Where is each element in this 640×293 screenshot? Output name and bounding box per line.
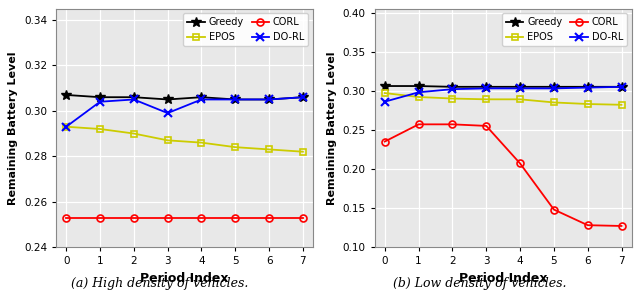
DO-RL xyxy=(265,98,273,101)
EPOS xyxy=(96,127,104,131)
EPOS xyxy=(265,148,273,151)
EPOS xyxy=(449,97,456,100)
Greedy xyxy=(299,96,307,99)
Y-axis label: Remaining Battery Level: Remaining Battery Level xyxy=(327,51,337,205)
CORL xyxy=(516,162,524,165)
Greedy xyxy=(618,85,625,88)
DO-RL xyxy=(62,125,70,129)
DO-RL xyxy=(618,85,625,88)
Line: DO-RL: DO-RL xyxy=(62,93,307,131)
Line: Greedy: Greedy xyxy=(61,90,308,104)
X-axis label: Period Index: Period Index xyxy=(140,272,228,285)
DO-RL xyxy=(415,91,422,94)
Greedy xyxy=(62,93,70,97)
Line: EPOS: EPOS xyxy=(63,123,307,155)
DO-RL xyxy=(96,100,104,103)
DO-RL xyxy=(584,86,591,89)
DO-RL xyxy=(164,111,172,115)
Greedy xyxy=(130,96,138,99)
DO-RL xyxy=(516,87,524,90)
Line: DO-RL: DO-RL xyxy=(381,83,626,106)
Greedy xyxy=(516,85,524,88)
CORL xyxy=(299,216,307,219)
Text: (a) High density of vehicles.: (a) High density of vehicles. xyxy=(71,277,249,290)
Greedy xyxy=(198,96,205,99)
DO-RL xyxy=(381,100,388,103)
EPOS xyxy=(415,95,422,99)
CORL xyxy=(449,122,456,126)
Greedy xyxy=(584,85,591,88)
CORL xyxy=(584,224,591,227)
CORL xyxy=(130,216,138,219)
CORL xyxy=(198,216,205,219)
EPOS xyxy=(618,103,625,107)
EPOS xyxy=(164,139,172,142)
Greedy xyxy=(415,84,422,88)
Line: Greedy: Greedy xyxy=(380,81,627,92)
Line: EPOS: EPOS xyxy=(381,90,625,108)
Y-axis label: Remaining Battery Level: Remaining Battery Level xyxy=(8,51,19,205)
CORL xyxy=(483,124,490,128)
EPOS xyxy=(232,145,239,149)
DO-RL xyxy=(299,96,307,99)
EPOS xyxy=(381,91,388,95)
EPOS xyxy=(130,132,138,135)
Legend: Greedy, EPOS, CORL, DO-RL: Greedy, EPOS, CORL, DO-RL xyxy=(502,13,627,46)
CORL xyxy=(415,122,422,126)
EPOS xyxy=(483,98,490,101)
Greedy xyxy=(265,98,273,101)
Greedy xyxy=(232,98,239,101)
X-axis label: Period Index: Period Index xyxy=(459,272,547,285)
CORL xyxy=(164,216,172,219)
CORL xyxy=(265,216,273,219)
DO-RL xyxy=(232,98,239,101)
Greedy xyxy=(96,96,104,99)
EPOS xyxy=(550,101,557,104)
DO-RL xyxy=(550,87,557,90)
EPOS xyxy=(62,125,70,129)
CORL xyxy=(618,224,625,228)
Legend: Greedy, EPOS, CORL, DO-RL: Greedy, EPOS, CORL, DO-RL xyxy=(184,13,308,46)
Text: (b) Low density of vehicles.: (b) Low density of vehicles. xyxy=(393,277,567,290)
Greedy xyxy=(550,85,557,88)
DO-RL xyxy=(483,87,490,90)
CORL xyxy=(232,216,239,219)
DO-RL xyxy=(198,98,205,101)
DO-RL xyxy=(130,98,138,101)
Line: CORL: CORL xyxy=(381,121,625,229)
Line: CORL: CORL xyxy=(63,214,307,221)
CORL xyxy=(62,216,70,219)
EPOS xyxy=(198,141,205,144)
Greedy xyxy=(164,98,172,101)
DO-RL xyxy=(449,87,456,91)
EPOS xyxy=(584,102,591,106)
CORL xyxy=(96,216,104,219)
EPOS xyxy=(516,98,524,101)
CORL xyxy=(381,140,388,143)
Greedy xyxy=(449,85,456,88)
EPOS xyxy=(299,150,307,154)
CORL xyxy=(550,208,557,211)
Greedy xyxy=(381,84,388,88)
Greedy xyxy=(483,85,490,88)
